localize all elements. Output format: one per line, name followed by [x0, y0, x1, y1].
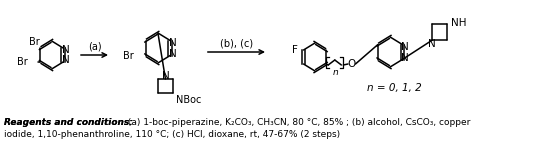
Text: NH: NH: [451, 18, 467, 28]
Text: Reagents and conditions:: Reagents and conditions:: [4, 118, 133, 127]
Text: N: N: [169, 48, 177, 58]
Text: N: N: [62, 55, 70, 65]
Text: n = 0, 1, 2: n = 0, 1, 2: [367, 83, 422, 93]
Text: N: N: [62, 45, 70, 55]
Text: N: N: [162, 71, 169, 81]
Text: N: N: [427, 39, 436, 49]
Text: O: O: [347, 59, 356, 69]
Text: Reagents and conditions:: Reagents and conditions:: [4, 118, 133, 127]
Text: N: N: [169, 38, 177, 47]
Text: (b), (c): (b), (c): [220, 38, 253, 48]
Text: N: N: [401, 42, 409, 51]
Text: n: n: [333, 68, 339, 77]
Text: Br: Br: [29, 37, 40, 47]
Text: (a): (a): [88, 41, 101, 51]
Text: F: F: [292, 45, 298, 55]
Text: (a) 1-boc-piperazine, K₂CO₃, CH₃CN, 80 °C, 85% ; (b) alcohol, CsCO₃, copper: (a) 1-boc-piperazine, K₂CO₃, CH₃CN, 80 °…: [125, 118, 470, 127]
Text: Br: Br: [17, 57, 28, 67]
Text: NBoc: NBoc: [176, 95, 201, 105]
Text: N: N: [401, 52, 409, 63]
Text: Br: Br: [123, 50, 134, 60]
Text: iodide, 1,10-phenanthroline, 110 °C; (c) HCl, dioxane, rt, 47-67% (2 steps): iodide, 1,10-phenanthroline, 110 °C; (c)…: [4, 130, 340, 139]
